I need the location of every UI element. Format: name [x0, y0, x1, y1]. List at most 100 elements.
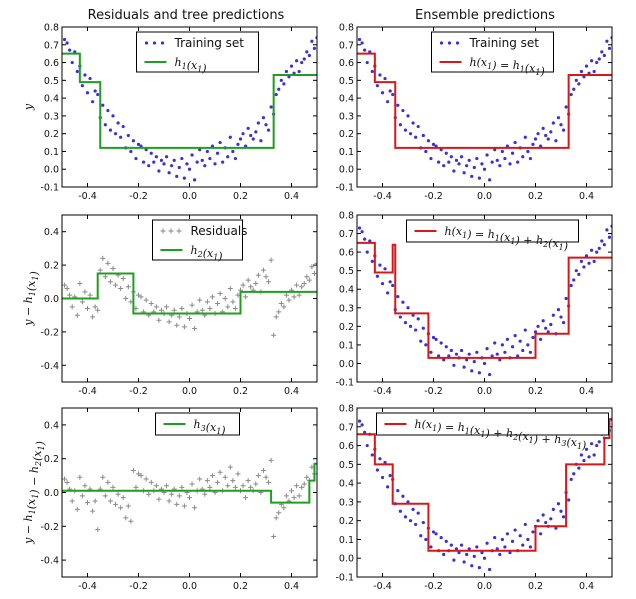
- x-tick-label: 0.2: [528, 581, 543, 592]
- residual-point: [225, 304, 231, 310]
- y-tick-label: 0.3: [339, 497, 354, 508]
- left-column-title: Residuals and tree predictions: [88, 8, 285, 23]
- training-point: [414, 328, 418, 332]
- training-point: [561, 128, 566, 132]
- y-tick-label: 0.7: [339, 422, 354, 433]
- residual-point: [266, 479, 272, 485]
- residual-point: [243, 495, 249, 501]
- residual-point: [125, 284, 131, 290]
- y-tick-label: 0.5: [339, 460, 354, 471]
- training-point: [559, 123, 563, 127]
- training-point: [149, 151, 153, 155]
- training-point: [231, 149, 235, 154]
- training-point: [259, 139, 263, 143]
- training-point: [218, 140, 222, 145]
- training-point: [551, 507, 555, 511]
- training-point: [157, 169, 161, 173]
- training-point: [595, 60, 599, 65]
- training-point: [539, 532, 543, 536]
- residual-point: [100, 474, 106, 480]
- training-point: [383, 267, 387, 271]
- training-point: [459, 543, 464, 547]
- training-point: [531, 142, 535, 146]
- training-point: [526, 537, 530, 542]
- residual-point: [296, 493, 302, 499]
- training-point: [126, 133, 130, 138]
- legend-box: [152, 219, 243, 261]
- training-point: [297, 69, 301, 74]
- training-point: [475, 350, 479, 354]
- training-point: [383, 76, 387, 81]
- residual-point: [179, 484, 185, 490]
- training-point: [477, 566, 481, 570]
- residual-point: [222, 474, 228, 480]
- training-point: [490, 160, 494, 164]
- training-point: [380, 282, 385, 286]
- residual-point: [273, 314, 279, 320]
- residual-point: [77, 280, 83, 286]
- residual-point: [148, 301, 154, 307]
- training-point: [449, 348, 453, 353]
- residual-point: [209, 473, 215, 479]
- residual-point: [230, 478, 236, 484]
- y-tick-label: 0.6: [339, 58, 354, 69]
- y-axis-label: y − h1(x1) − h2(x1): [22, 441, 47, 545]
- training-point: [577, 272, 581, 276]
- training-point: [378, 73, 382, 77]
- training-point: [592, 453, 596, 457]
- legend-dot-marker: [447, 41, 452, 45]
- x-tick-label: -0.4: [78, 581, 97, 592]
- residual-point: [113, 282, 119, 288]
- y-tick-label: 0.5: [339, 266, 354, 277]
- training-point: [101, 103, 105, 107]
- training-point: [493, 341, 497, 345]
- legend-label: h(x1) = h1(x1) + h2(x1) + h3(x1): [415, 418, 587, 452]
- training-point: [396, 489, 400, 493]
- training-point: [251, 137, 255, 141]
- residual-point: [301, 280, 307, 286]
- residual-point: [268, 257, 274, 263]
- training-point: [113, 132, 118, 136]
- training-point: [482, 556, 487, 560]
- y-tick-label: 0.3: [339, 303, 354, 314]
- y-tick-label: 0.8: [339, 404, 354, 415]
- residual-point: [230, 299, 236, 305]
- training-point: [541, 126, 545, 130]
- residual-point: [90, 314, 96, 320]
- training-point: [363, 48, 367, 52]
- residual-point: [289, 488, 294, 494]
- training-point: [398, 123, 402, 127]
- y-tick-label: 0.4: [44, 420, 59, 431]
- training-point: [300, 60, 304, 65]
- x-tick-label: -0.4: [78, 386, 97, 397]
- y-tick-label: 0.3: [339, 111, 354, 122]
- training-point: [597, 246, 601, 250]
- training-point: [170, 164, 174, 168]
- training-point: [426, 139, 430, 143]
- training-point: [503, 350, 507, 354]
- residual-point: [143, 297, 149, 303]
- legend: Training set h(x1) = h1(x1): [431, 31, 554, 78]
- training-point: [457, 550, 461, 555]
- y-tick-label: 0.0: [44, 165, 59, 176]
- prediction-line: [62, 272, 317, 315]
- training-point: [208, 156, 212, 161]
- training-point: [516, 354, 520, 358]
- training-point: [467, 158, 471, 162]
- training-point: [180, 156, 184, 161]
- x-tick-label: -0.4: [78, 191, 97, 202]
- x-tick-label: 0.2: [528, 386, 543, 397]
- training-point: [498, 552, 502, 557]
- training-point: [85, 91, 90, 95]
- training-point: [96, 92, 100, 97]
- legend-plus-marker: [160, 228, 166, 234]
- y-tick-label: 0.2: [339, 129, 354, 140]
- training-point: [488, 178, 492, 182]
- y-tick-label: 0.5: [339, 76, 354, 87]
- training-point: [584, 64, 589, 68]
- training-point: [488, 567, 492, 572]
- training-point: [442, 552, 446, 557]
- residual-point: [95, 527, 101, 533]
- training-point: [429, 545, 433, 549]
- plot-area: [357, 417, 612, 572]
